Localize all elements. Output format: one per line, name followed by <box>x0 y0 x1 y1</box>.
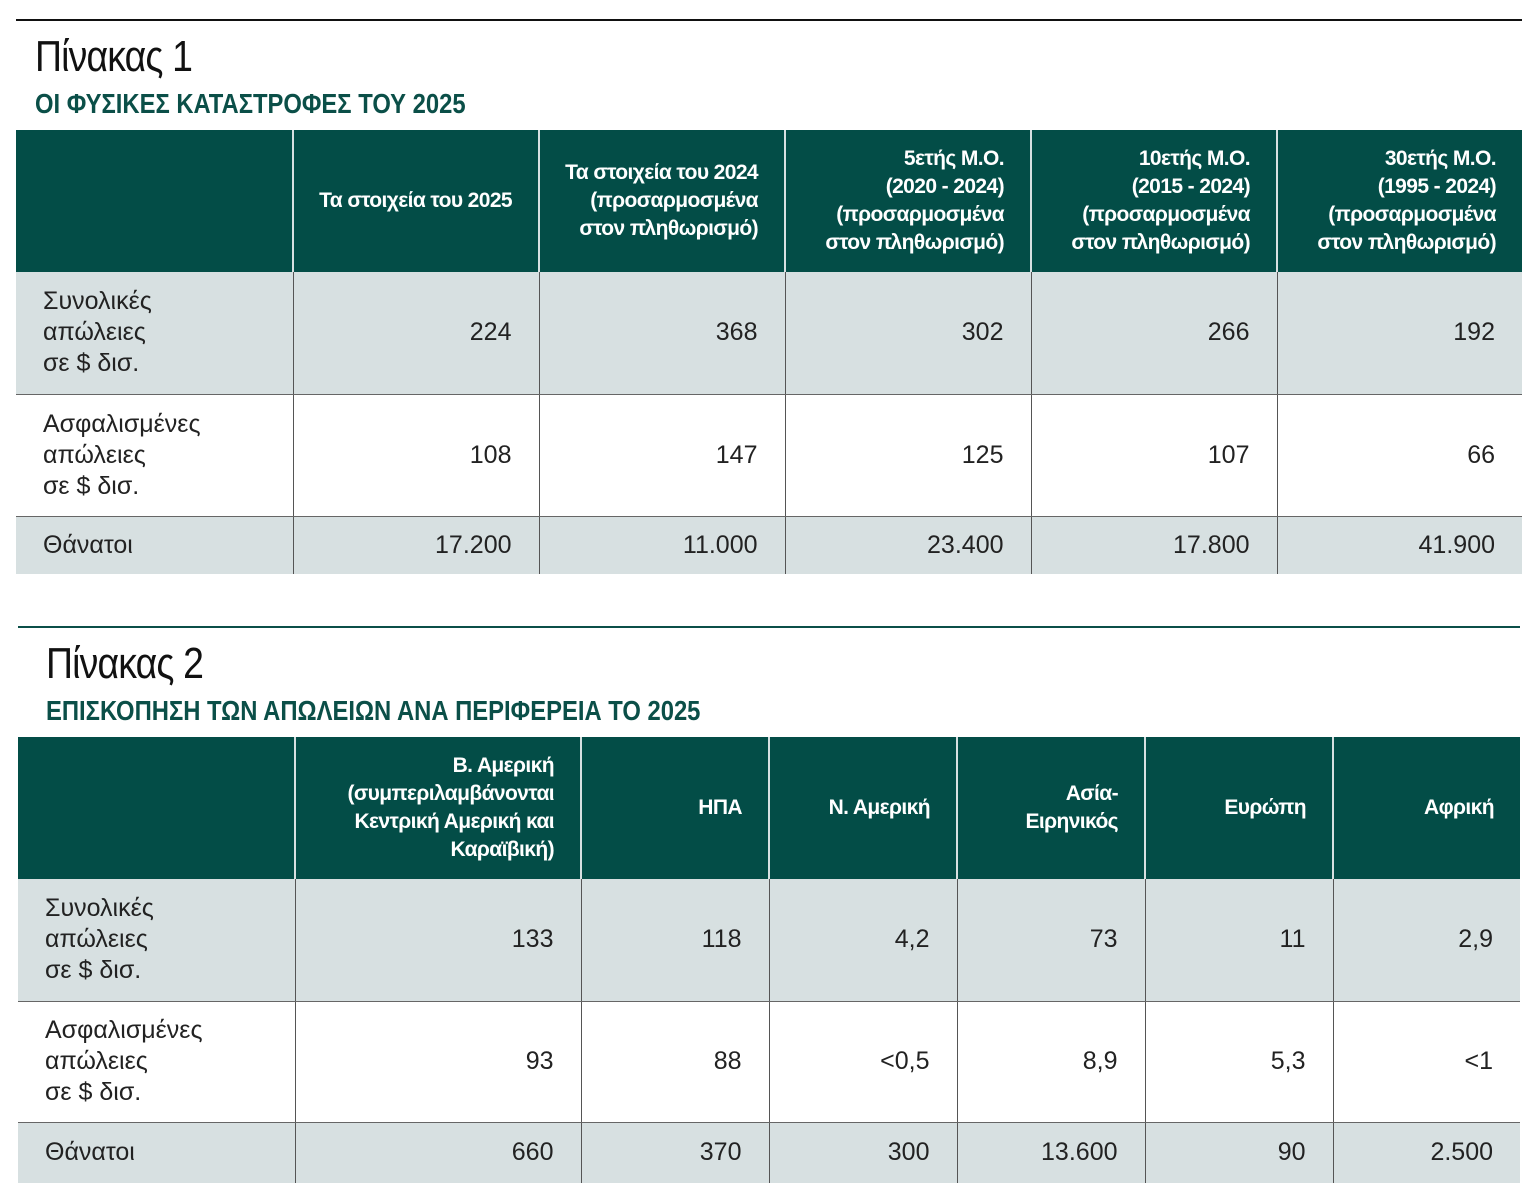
table-cell: 370 <box>580 1122 769 1183</box>
table-row: Συνολικές απώλειες σε $ δισ. 224 368 302 266… <box>16 272 1522 395</box>
column-header: 5ετής Μ.Ο. (2020 - 2024) (προσαρμοσμένα … <box>784 130 1031 272</box>
table-cell: 23.400 <box>784 516 1031 574</box>
table-cell: 302 <box>784 272 1031 395</box>
table-cell: <0,5 <box>768 1001 957 1123</box>
table-cell: 4,2 <box>768 879 957 1002</box>
header-row: Β. Αμερική (συμπεριλαμβάνονται Κεντρική … <box>18 737 1520 879</box>
column-header-label: Τα στοιχεία του 2024 (προσαρμοσμένα στον… <box>565 161 758 240</box>
top-rule <box>16 19 1522 21</box>
column-header-label: 5ετής Μ.Ο. (2020 - 2024) (προσαρμοσμένα … <box>825 147 1004 254</box>
table-cell: 266 <box>1030 272 1277 395</box>
column-header-label: Αφρική <box>1424 796 1495 819</box>
table2: Β. Αμερική (συμπεριλαμβάνονται Κεντρική … <box>18 737 1520 1183</box>
row-label: Ασφαλισμένες απώλειες σε $ δισ. <box>16 394 293 517</box>
table-cell: 368 <box>538 272 785 395</box>
column-header-label: Ασία- Ειρηνικός <box>1025 782 1118 833</box>
table-cell: 17.200 <box>292 516 539 574</box>
column-header: Τα στοιχεία του 2024 (προσαρμοσμένα στον… <box>538 130 785 272</box>
table-row: Ασφαλισμένες απώλειες σε $ δισ. 93 88 <0,5 8… <box>18 1001 1520 1123</box>
column-header-label: 30ετής Μ.Ο. (1995 - 2024) (προσαρμοσμένα… <box>1317 147 1496 254</box>
table-cell: 133 <box>294 879 581 1002</box>
table-cell: 2,9 <box>1332 879 1520 1002</box>
table-cell: 147 <box>538 394 785 517</box>
table1-title: Πίνακας 1 <box>35 32 193 81</box>
column-header-label: Τα στοιχεία του 2025 <box>319 189 512 212</box>
row-label: Θάνατοι <box>16 516 293 574</box>
column-header: ΗΠΑ <box>580 737 769 879</box>
table-cell: 118 <box>580 879 769 1002</box>
table-cell: 73 <box>956 879 1145 1002</box>
column-header: Ν. Αμερική <box>768 737 957 879</box>
table-cell: 93 <box>294 1001 581 1123</box>
table-cell: 66 <box>1276 394 1522 517</box>
table-cell: 90 <box>1144 1122 1333 1183</box>
row-label: Ασφαλισμένες απώλειες σε $ δισ. <box>18 1001 295 1123</box>
table-cell: 224 <box>292 272 539 395</box>
table-cell: 108 <box>292 394 539 517</box>
column-header-label: Β. Αμερική (συμπεριλαμβάνονται Κεντρική … <box>347 754 554 861</box>
table-row: Θάνατοι 17.200 11.000 23.400 17.800 41.900 <box>16 516 1522 574</box>
column-header: Αφρική <box>1332 737 1520 879</box>
column-header: 10ετής Μ.Ο. (2015 - 2024) (προσαρμοσμένα… <box>1030 130 1277 272</box>
row-label: Θάνατοι <box>18 1122 295 1183</box>
table-row: Θάνατοι 660 370 300 13.600 90 2.500 <box>18 1122 1520 1183</box>
table-cell: 11 <box>1144 879 1333 1002</box>
column-header: 30ετής Μ.Ο. (1995 - 2024) (προσαρμοσμένα… <box>1276 130 1522 272</box>
table-cell: 5,3 <box>1144 1001 1333 1123</box>
column-header-label: Ν. Αμερική <box>828 796 931 819</box>
column-header-label: 10ετής Μ.Ο. (2015 - 2024) (προσαρμοσμένα… <box>1071 147 1250 254</box>
table-cell: 125 <box>784 394 1031 517</box>
row-label: Συνολικές απώλειες σε $ δισ. <box>18 879 295 1002</box>
table-cell: 41.900 <box>1276 516 1522 574</box>
table-cell: 11.000 <box>538 516 785 574</box>
table-cell: <1 <box>1332 1001 1520 1123</box>
table-cell: 17.800 <box>1030 516 1277 574</box>
row-label: Συνολικές απώλειες σε $ δισ. <box>16 272 293 395</box>
header-row: Τα στοιχεία του 2025 Τα στοιχεία του 2024… <box>16 130 1522 272</box>
column-header: Ευρώπη <box>1144 737 1333 879</box>
column-header: Β. Αμερική (συμπεριλαμβάνονται Κεντρική … <box>294 737 581 879</box>
table-row: Συνολικές απώλειες σε $ δισ. 133 118 4,2 73 1… <box>18 879 1520 1002</box>
table1-subtitle: ΟΙ ΦΥΣΙΚΕΣ ΚΑΤΑΣΤΡΟΦΕΣ ΤΟΥ 2025 <box>35 88 466 119</box>
table-cell: 660 <box>294 1122 581 1183</box>
table-cell: 192 <box>1276 272 1522 395</box>
section-rule <box>18 626 1520 628</box>
table-cell: 2.500 <box>1332 1122 1520 1183</box>
column-header-label: Ευρώπη <box>1224 796 1306 819</box>
table-cell: 8,9 <box>956 1001 1145 1123</box>
table-cell: 300 <box>768 1122 957 1183</box>
column-header: Ασία- Ειρηνικός <box>956 737 1145 879</box>
table-cell: 13.600 <box>956 1122 1145 1183</box>
column-header-label: ΗΠΑ <box>698 796 742 819</box>
table2-subtitle: ΕΠΙΣΚΟΠΗΣΗ ΤΩΝ ΑΠΩΛΕΙΩΝ ΑΝΑ ΠΕΡΙΦΕΡΕΙΑ Τ… <box>46 695 701 726</box>
table2-title: Πίνακας 2 <box>46 639 204 688</box>
table-cell: 88 <box>580 1001 769 1123</box>
table-row: Ασφαλισμένες απώλειες σε $ δισ. 108 147 125… <box>16 394 1522 517</box>
column-header <box>16 130 293 272</box>
table-cell: 107 <box>1030 394 1277 517</box>
column-header <box>18 737 295 879</box>
table1: Τα στοιχεία του 2025 Τα στοιχεία του 2024… <box>16 130 1522 574</box>
column-header: Τα στοιχεία του 2025 <box>292 130 539 272</box>
